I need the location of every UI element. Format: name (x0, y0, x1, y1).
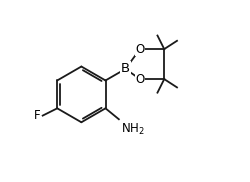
Text: F: F (34, 109, 41, 122)
Text: O: O (135, 43, 144, 56)
Text: NH$_2$: NH$_2$ (121, 122, 144, 137)
Text: O: O (135, 73, 144, 86)
Text: B: B (121, 62, 130, 76)
